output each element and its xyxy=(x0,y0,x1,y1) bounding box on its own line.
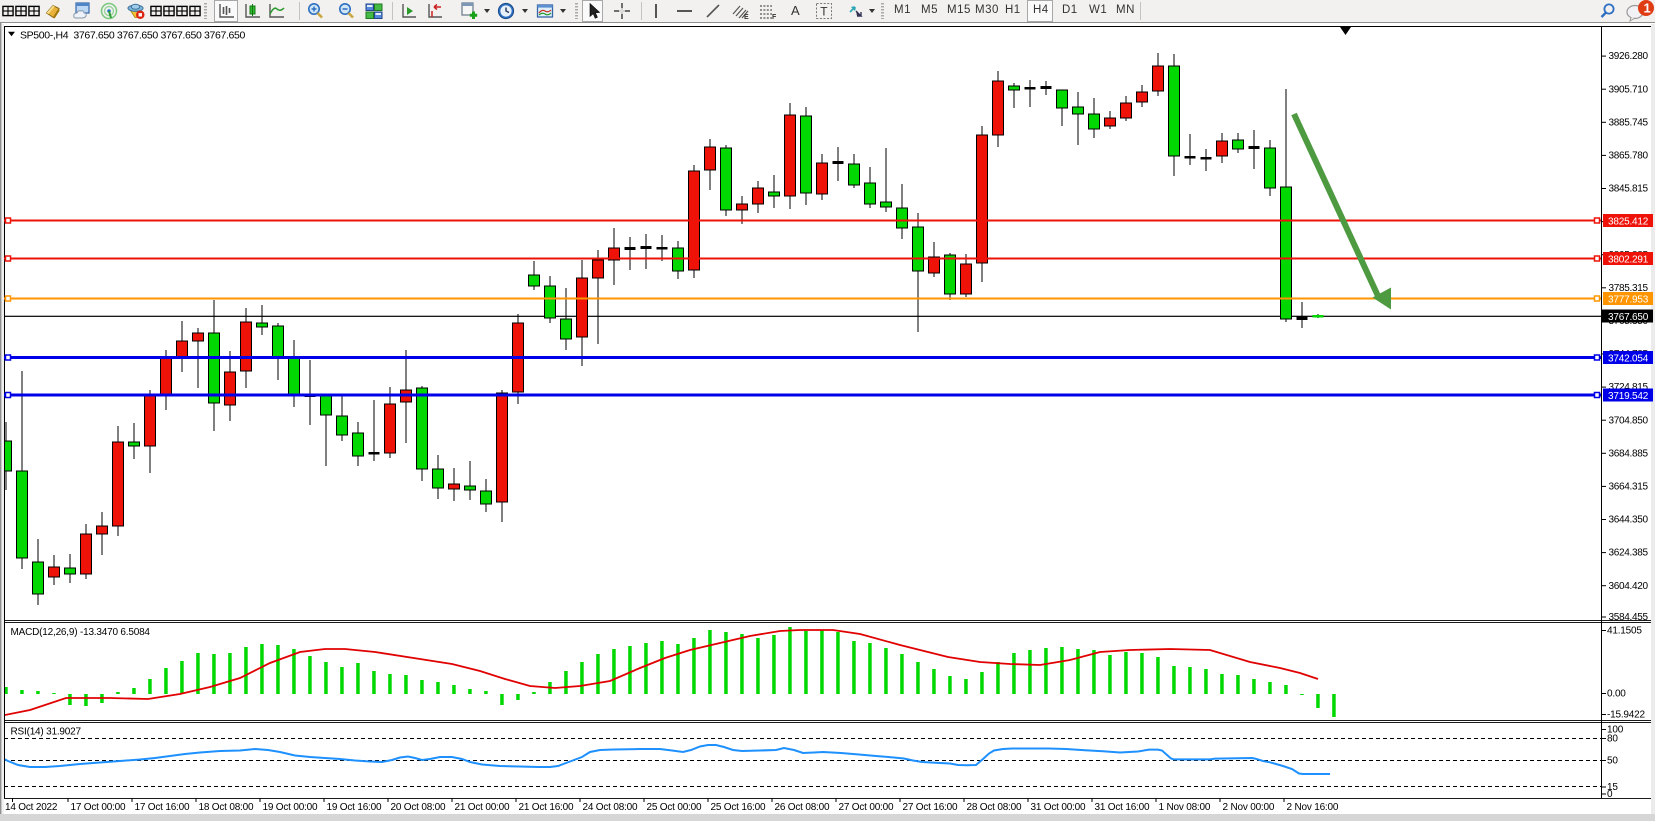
svg-text:3926.280: 3926.280 xyxy=(1609,51,1649,62)
svg-text:0: 0 xyxy=(1607,789,1613,800)
svg-text:27 Oct 16:00: 27 Oct 16:00 xyxy=(903,802,958,813)
svg-text:3885.745: 3885.745 xyxy=(1609,117,1649,128)
svg-text:26 Oct 08:00: 26 Oct 08:00 xyxy=(775,802,830,813)
svg-text:1: 1 xyxy=(1644,1,1651,16)
svg-text:3802.291: 3802.291 xyxy=(1608,255,1649,266)
svg-text:50: 50 xyxy=(1607,756,1618,767)
svg-text:3825.412: 3825.412 xyxy=(1608,217,1649,228)
svg-text:3742.054: 3742.054 xyxy=(1608,354,1649,365)
svg-text:28 Oct 08:00: 28 Oct 08:00 xyxy=(967,802,1022,813)
svg-text:3704.850: 3704.850 xyxy=(1609,415,1649,426)
svg-text:3644.350: 3644.350 xyxy=(1609,515,1649,526)
svg-text:3664.315: 3664.315 xyxy=(1609,482,1649,493)
svg-text:3785.315: 3785.315 xyxy=(1609,283,1649,294)
svg-text:31 Oct 00:00: 31 Oct 00:00 xyxy=(1031,802,1086,813)
svg-text:100: 100 xyxy=(1607,725,1624,736)
svg-text:RSI(14) 31.9027: RSI(14) 31.9027 xyxy=(11,727,82,738)
svg-text:0.00: 0.00 xyxy=(1607,689,1626,700)
svg-text:T: T xyxy=(820,5,828,19)
svg-text:3724.815: 3724.815 xyxy=(1609,382,1649,393)
svg-text:41.1505: 41.1505 xyxy=(1607,626,1642,637)
svg-text:19 Oct 16:00: 19 Oct 16:00 xyxy=(327,802,382,813)
svg-text:-15.9422: -15.9422 xyxy=(1607,710,1646,721)
svg-text:3684.885: 3684.885 xyxy=(1609,448,1649,459)
svg-text:17 Oct 00:00: 17 Oct 00:00 xyxy=(71,802,126,813)
svg-text:20 Oct 08:00: 20 Oct 08:00 xyxy=(391,802,446,813)
svg-text:3845.815: 3845.815 xyxy=(1609,184,1649,195)
svg-text:MACD(12,26,9) -13.3470 6.5084: MACD(12,26,9) -13.3470 6.5084 xyxy=(11,627,151,638)
svg-text:21 Oct 16:00: 21 Oct 16:00 xyxy=(519,802,574,813)
svg-text:2 Nov 16:00: 2 Nov 16:00 xyxy=(1287,802,1339,813)
svg-text:1 Nov 08:00: 1 Nov 08:00 xyxy=(1159,802,1211,813)
svg-text:18 Oct 08:00: 18 Oct 08:00 xyxy=(199,802,254,813)
svg-text:3865.780: 3865.780 xyxy=(1609,151,1649,162)
svg-text:24 Oct 08:00: 24 Oct 08:00 xyxy=(583,802,638,813)
svg-text:3767.650: 3767.650 xyxy=(1608,312,1649,323)
svg-text:3719.542: 3719.542 xyxy=(1608,391,1649,402)
svg-text:3584.455: 3584.455 xyxy=(1609,612,1649,623)
svg-text:14 Oct 2022: 14 Oct 2022 xyxy=(5,802,58,813)
svg-text:E: E xyxy=(744,14,749,20)
svg-text:25 Oct 16:00: 25 Oct 16:00 xyxy=(711,802,766,813)
svg-text:17 Oct 16:00: 17 Oct 16:00 xyxy=(135,802,190,813)
svg-text:SP500-,H4 3767.650 3767.650 3: SP500-,H4 3767.650 3767.650 3767.650 376… xyxy=(20,30,246,42)
svg-text:31 Oct 16:00: 31 Oct 16:00 xyxy=(1095,802,1150,813)
svg-text:3905.710: 3905.710 xyxy=(1609,84,1649,95)
svg-text:3604.420: 3604.420 xyxy=(1609,581,1649,592)
svg-text:15: 15 xyxy=(1607,782,1618,793)
svg-text:25 Oct 00:00: 25 Oct 00:00 xyxy=(647,802,702,813)
svg-text:19 Oct 00:00: 19 Oct 00:00 xyxy=(263,802,318,813)
svg-text:21 Oct 00:00: 21 Oct 00:00 xyxy=(455,802,510,813)
svg-text:3777.953: 3777.953 xyxy=(1608,295,1649,306)
svg-text:80: 80 xyxy=(1607,734,1618,745)
svg-text:F: F xyxy=(772,14,777,20)
svg-text:2 Nov 00:00: 2 Nov 00:00 xyxy=(1223,802,1275,813)
svg-text:27 Oct 00:00: 27 Oct 00:00 xyxy=(839,802,894,813)
svg-text:3624.385: 3624.385 xyxy=(1609,548,1649,559)
